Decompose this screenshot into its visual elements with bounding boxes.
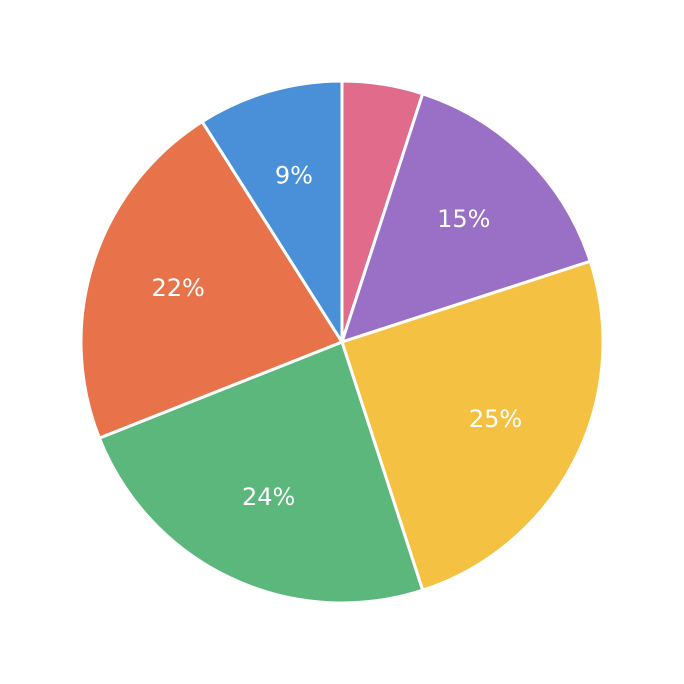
pie-slice <box>200 79 344 344</box>
slice-label: 9% <box>275 162 313 190</box>
pie-slice <box>340 259 605 592</box>
pie-slice <box>79 120 344 440</box>
slice-label: 15% <box>437 205 490 233</box>
slice-label: 22% <box>151 274 204 302</box>
slice-label: 25% <box>469 405 522 433</box>
slice-label: 24% <box>242 483 295 511</box>
